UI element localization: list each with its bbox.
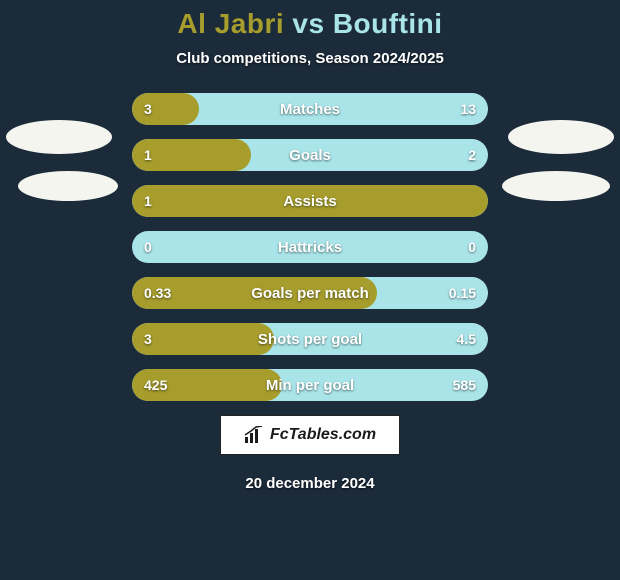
title-player-b: Bouftini (333, 8, 443, 39)
metric-row: 0.330.15Goals per match (132, 277, 488, 309)
metrics-bars: 313Matches 12Goals 1Assists 0 0Hattricks 0.33… (132, 93, 488, 401)
brand-logo-box: FcTables.com (220, 415, 400, 455)
metric-value-right: 0.15 (449, 277, 476, 309)
metric-row: 1Assists (132, 185, 488, 217)
player-a-logo-2 (18, 171, 118, 201)
metric-value-right: 585 (453, 369, 476, 401)
comparison-card: Al Jabri vs Bouftini Club competitions, … (0, 0, 620, 580)
metric-row: 425585Min per goal (132, 369, 488, 401)
brand-name: FcTables.com (270, 426, 376, 444)
metric-row: 12Goals (132, 139, 488, 171)
metric-value-left: 0 (144, 231, 152, 263)
metric-fill (132, 277, 377, 309)
metric-row: 0 0Hattricks (132, 231, 488, 263)
player-b-logo-1 (508, 120, 614, 154)
metric-fill (132, 185, 488, 217)
subtitle: Club competitions, Season 2024/2025 (0, 50, 620, 67)
metric-row: 313Matches (132, 93, 488, 125)
metric-row: 34.5Shots per goal (132, 323, 488, 355)
chart-icon (244, 426, 264, 444)
footer-date: 20 december 2024 (0, 475, 620, 492)
metric-value-right: 0 (468, 231, 476, 263)
metric-fill (132, 139, 251, 171)
title-player-a: Al Jabri (177, 8, 284, 39)
metric-fill (132, 323, 274, 355)
metric-fill (132, 369, 282, 401)
metric-fill (132, 93, 199, 125)
metric-label: Hattricks (132, 231, 488, 263)
metric-value-right: 2 (468, 139, 476, 171)
player-b-logo-2 (502, 171, 610, 201)
metric-value-right: 4.5 (457, 323, 476, 355)
player-a-logo-1 (6, 120, 112, 154)
metric-value-right: 13 (460, 93, 476, 125)
page-title: Al Jabri vs Bouftini (0, 8, 620, 40)
title-vs: vs (284, 8, 333, 39)
